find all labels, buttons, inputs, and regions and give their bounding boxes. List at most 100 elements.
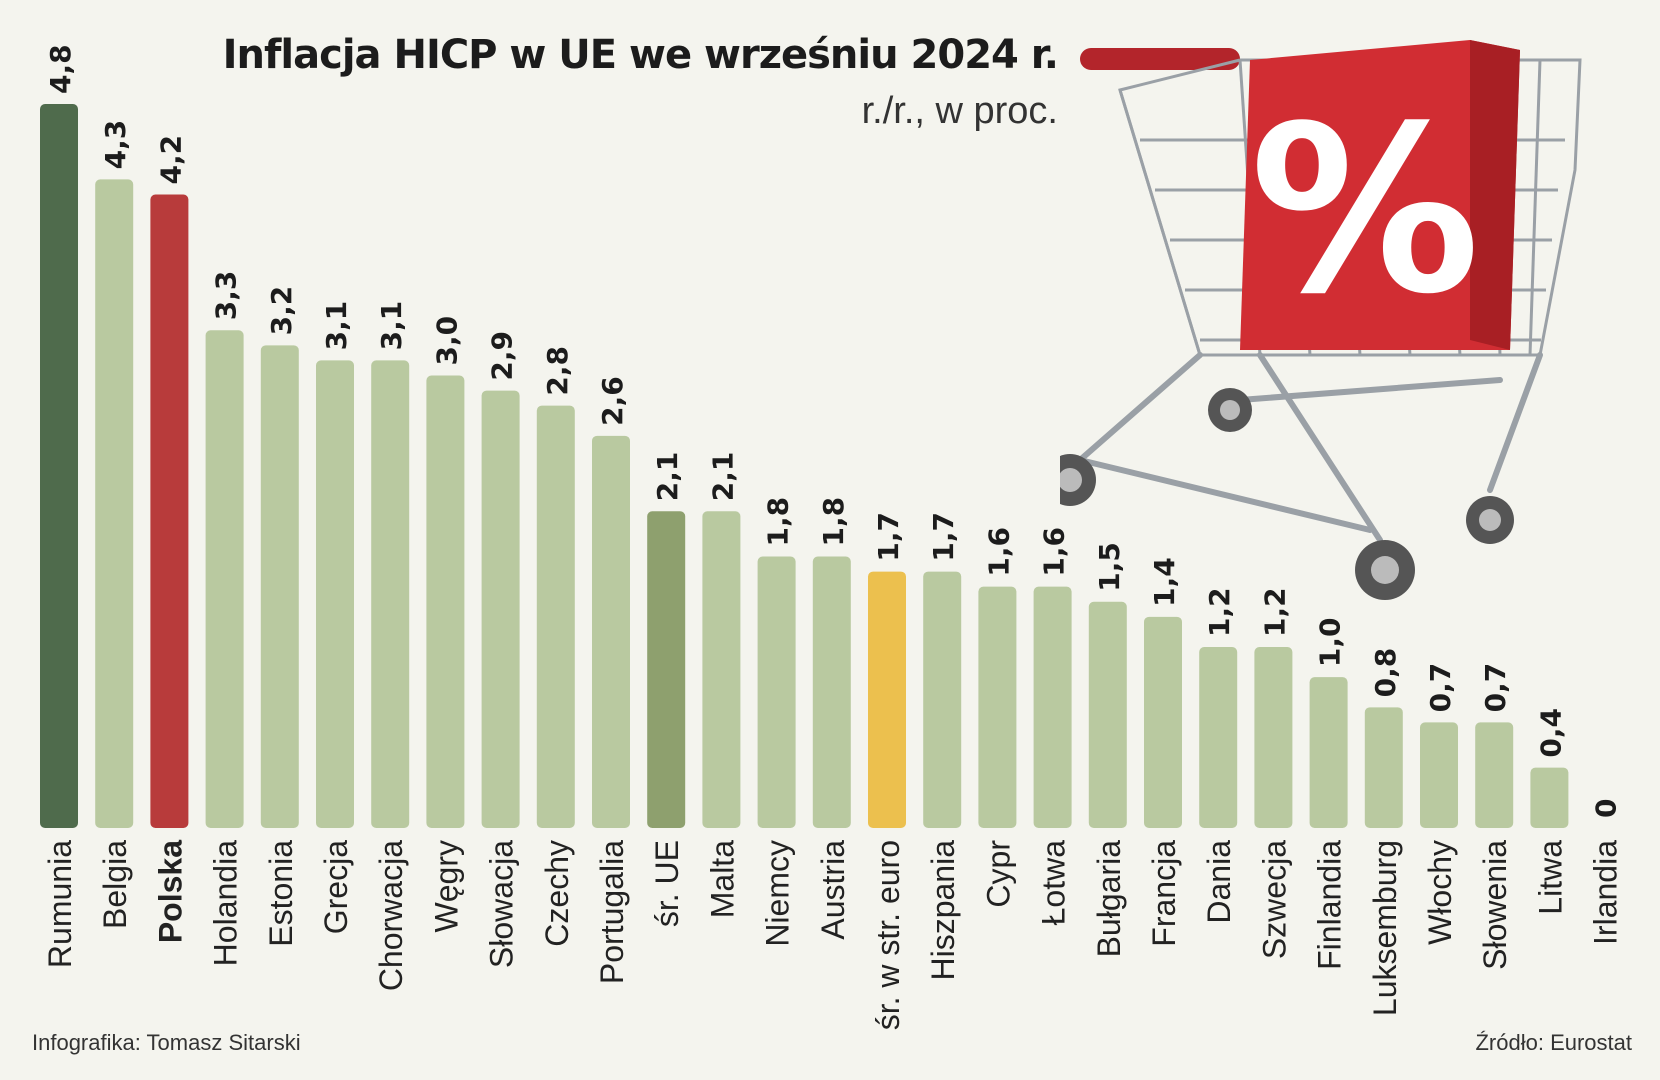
value-label: 1,0 xyxy=(1314,618,1347,668)
category-label: śr. UE xyxy=(649,840,685,927)
value-label: 1,5 xyxy=(1093,542,1126,592)
category-label: Czechy xyxy=(539,840,575,947)
value-label: 1,7 xyxy=(872,512,905,562)
cart-handle xyxy=(1080,48,1240,70)
value-label: 1,8 xyxy=(762,497,795,547)
value-label: 1,6 xyxy=(982,527,1015,577)
value-label: 0,7 xyxy=(1424,663,1457,713)
bar xyxy=(40,104,78,828)
value-label: 1,4 xyxy=(1148,557,1181,607)
category-label: Hiszpania xyxy=(925,840,961,981)
value-label: 2,1 xyxy=(651,452,684,502)
category-label: Malta xyxy=(704,840,740,918)
bar xyxy=(923,571,962,828)
cart-wheel xyxy=(1060,454,1096,506)
value-label: 0,4 xyxy=(1534,708,1567,758)
value-label: 3,3 xyxy=(210,271,243,321)
value-label: 4,3 xyxy=(99,120,132,170)
value-label: 4,8 xyxy=(44,44,77,94)
category-label: Austria xyxy=(815,840,851,940)
bar xyxy=(150,194,189,828)
category-label: Słowacja xyxy=(484,840,520,968)
bar xyxy=(1309,677,1348,828)
value-label: 3,2 xyxy=(265,286,298,336)
bar xyxy=(868,571,906,828)
category-label: Irlandia xyxy=(1588,840,1624,945)
value-label: 1,2 xyxy=(1203,587,1236,637)
category-label: Bułgaria xyxy=(1091,840,1127,958)
category-label: Portugalia xyxy=(594,840,630,984)
bar xyxy=(1475,722,1514,828)
value-label: 2,6 xyxy=(596,376,629,426)
category-label: śr. w str. euro xyxy=(870,840,906,1030)
value-label: 3,1 xyxy=(375,301,408,351)
category-label: Luksemburg xyxy=(1367,840,1403,1016)
source-text: Źródło: Eurostat xyxy=(1475,1030,1632,1055)
bar xyxy=(371,360,410,828)
bar xyxy=(812,556,851,828)
value-label: 4,2 xyxy=(154,135,187,185)
category-label: Holandia xyxy=(208,840,244,967)
category-label: Dania xyxy=(1201,840,1237,924)
value-label: 1,8 xyxy=(817,497,850,547)
cart-wheel xyxy=(1208,388,1252,432)
bar xyxy=(481,390,520,828)
category-label: Niemcy xyxy=(760,840,796,947)
bar xyxy=(978,586,1017,828)
bar xyxy=(1144,616,1182,828)
cart-wheel xyxy=(1466,496,1514,544)
bar xyxy=(316,360,354,828)
category-label: Litwa xyxy=(1532,840,1568,915)
category-label: Szwecja xyxy=(1256,840,1292,959)
credit-text: Infografika: Tomasz Sitarski xyxy=(32,1030,301,1055)
category-label: Węgry xyxy=(428,840,464,932)
bar xyxy=(1364,707,1403,828)
value-label: 2,8 xyxy=(541,346,574,396)
bar xyxy=(1254,647,1293,828)
category-label: Włochy xyxy=(1422,840,1458,945)
bar xyxy=(1530,767,1569,828)
category-label: Francja xyxy=(1146,840,1182,947)
bar xyxy=(757,556,796,828)
category-label: Finlandia xyxy=(1312,840,1348,970)
category-label: Polska xyxy=(152,840,188,943)
category-label: Rumunia xyxy=(42,840,78,968)
value-label: 2,1 xyxy=(706,452,739,502)
bar xyxy=(426,375,465,828)
bar xyxy=(702,511,741,828)
value-label: 1,6 xyxy=(1038,527,1071,577)
value-label: 1,2 xyxy=(1258,587,1291,637)
value-label: 0,7 xyxy=(1479,663,1512,713)
bar xyxy=(1033,586,1072,828)
bar xyxy=(95,179,134,828)
value-label: 3,0 xyxy=(430,316,463,366)
value-label: 1,7 xyxy=(927,512,960,562)
chart-subtitle: r./r., w proc. xyxy=(861,90,1058,132)
value-label: 2,9 xyxy=(486,331,519,381)
value-label: 0 xyxy=(1590,799,1623,818)
category-label: Belgia xyxy=(97,840,133,929)
category-label: Łotwa xyxy=(1036,840,1072,926)
category-label: Grecja xyxy=(318,840,354,934)
cart-frame xyxy=(1077,352,1543,543)
bar xyxy=(205,330,244,828)
category-label: Estonia xyxy=(263,840,299,947)
percent-box: % xyxy=(1240,40,1520,350)
bar xyxy=(1088,601,1127,828)
cart-wheel xyxy=(1355,540,1415,600)
bar xyxy=(1420,722,1458,828)
bar xyxy=(536,405,575,828)
bar xyxy=(647,511,686,828)
category-label: Słowenia xyxy=(1477,840,1513,970)
bar xyxy=(260,345,299,828)
bar xyxy=(1199,647,1238,828)
value-label: 3,1 xyxy=(320,301,353,351)
category-label: Chorwacja xyxy=(373,840,409,991)
chart-title: Inflacja HICP w UE we wrześniu 2024 r. xyxy=(222,32,1059,78)
value-label: 0,8 xyxy=(1369,648,1402,698)
category-label: Cypr xyxy=(980,840,1016,908)
bar xyxy=(592,435,630,828)
percent-sign: % xyxy=(1250,78,1480,345)
shopping-cart-illustration: % xyxy=(1060,40,1582,600)
